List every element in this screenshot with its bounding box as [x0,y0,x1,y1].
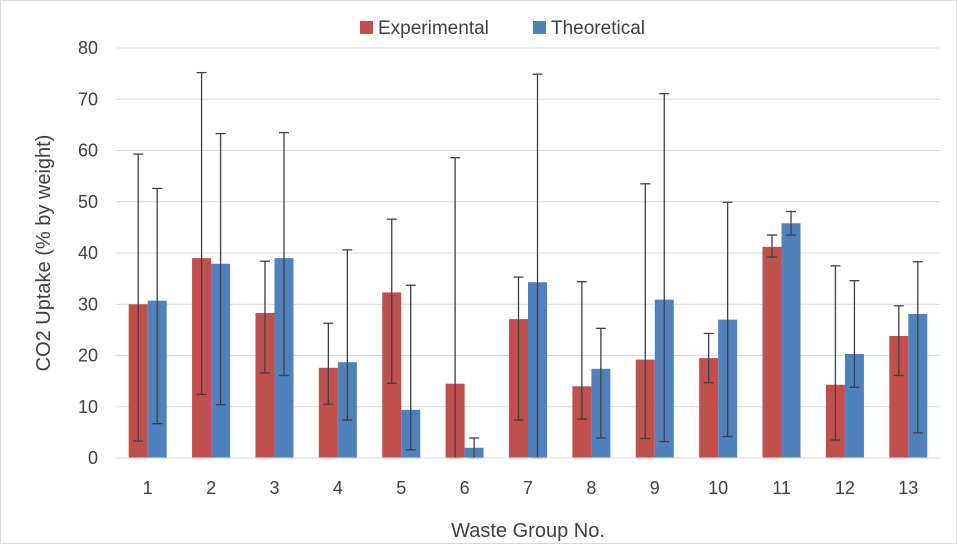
y-axis: 0 10 20 30 40 50 60 70 80 [78,38,98,468]
bar-theoretical [781,223,801,458]
y-tick-label: 10 [78,397,98,417]
bar-experimental [889,336,909,458]
bar-experimental [762,246,782,458]
y-tick-label: 80 [78,38,98,58]
y-axis-title: CO2 Uptake (% by weight) [33,135,55,372]
x-tick-label: 11 [772,478,791,498]
y-tick-label: 20 [78,346,98,366]
legend-label-experimental: Experimental [378,18,489,39]
y-tick-label: 60 [78,141,98,161]
x-tick-label: 10 [708,478,728,498]
x-tick-label: 5 [396,478,406,498]
x-axis: 1 2 3 4 5 6 7 8 9 10 11 12 13 [143,478,919,498]
legend-label-theoretical: Theoretical [551,18,645,39]
x-tick-label: 2 [206,478,216,498]
legend-swatch-experimental [360,21,373,34]
bars [128,223,928,458]
x-tick-label: 12 [835,478,855,498]
y-tick-label: 70 [78,89,98,109]
legend: Experimental Theoretical [360,18,645,39]
error-bars [133,71,923,459]
legend-swatch-theoretical [533,21,546,34]
y-tick-label: 40 [78,243,98,263]
x-tick-label: 4 [333,478,343,498]
y-tick-label: 0 [88,448,98,468]
x-tick-label: 7 [523,478,533,498]
y-tick-label: 50 [78,192,98,212]
x-tick-label: 13 [898,478,918,498]
y-tick-label: 30 [78,294,98,314]
bar-theoretical [844,353,864,458]
x-axis-title: Waste Group No. [451,520,605,542]
x-tick-label: 9 [650,478,660,498]
bar-experimental [318,367,338,458]
x-tick-label: 3 [269,478,279,498]
bar-experimental [572,386,592,458]
x-tick-label: 6 [460,478,470,498]
x-tick-label: 8 [586,478,596,498]
x-tick-label: 1 [143,478,153,498]
bar-experimental [255,312,275,458]
